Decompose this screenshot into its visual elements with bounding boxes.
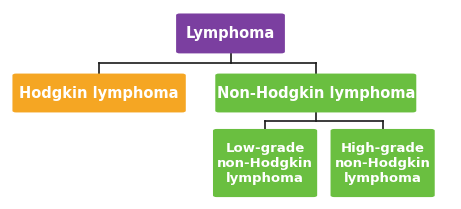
- FancyBboxPatch shape: [12, 74, 186, 112]
- Text: High-grade
non-Hodgkin
lymphoma: High-grade non-Hodgkin lymphoma: [335, 141, 431, 185]
- FancyBboxPatch shape: [176, 14, 285, 54]
- FancyBboxPatch shape: [215, 74, 416, 112]
- Text: Non-Hodgkin lymphoma: Non-Hodgkin lymphoma: [217, 85, 415, 101]
- Text: Lymphoma: Lymphoma: [186, 26, 275, 41]
- FancyBboxPatch shape: [331, 129, 435, 197]
- FancyBboxPatch shape: [213, 129, 317, 197]
- Text: Low-grade
non-Hodgkin
lymphoma: Low-grade non-Hodgkin lymphoma: [217, 141, 313, 185]
- Text: Hodgkin lymphoma: Hodgkin lymphoma: [19, 85, 179, 101]
